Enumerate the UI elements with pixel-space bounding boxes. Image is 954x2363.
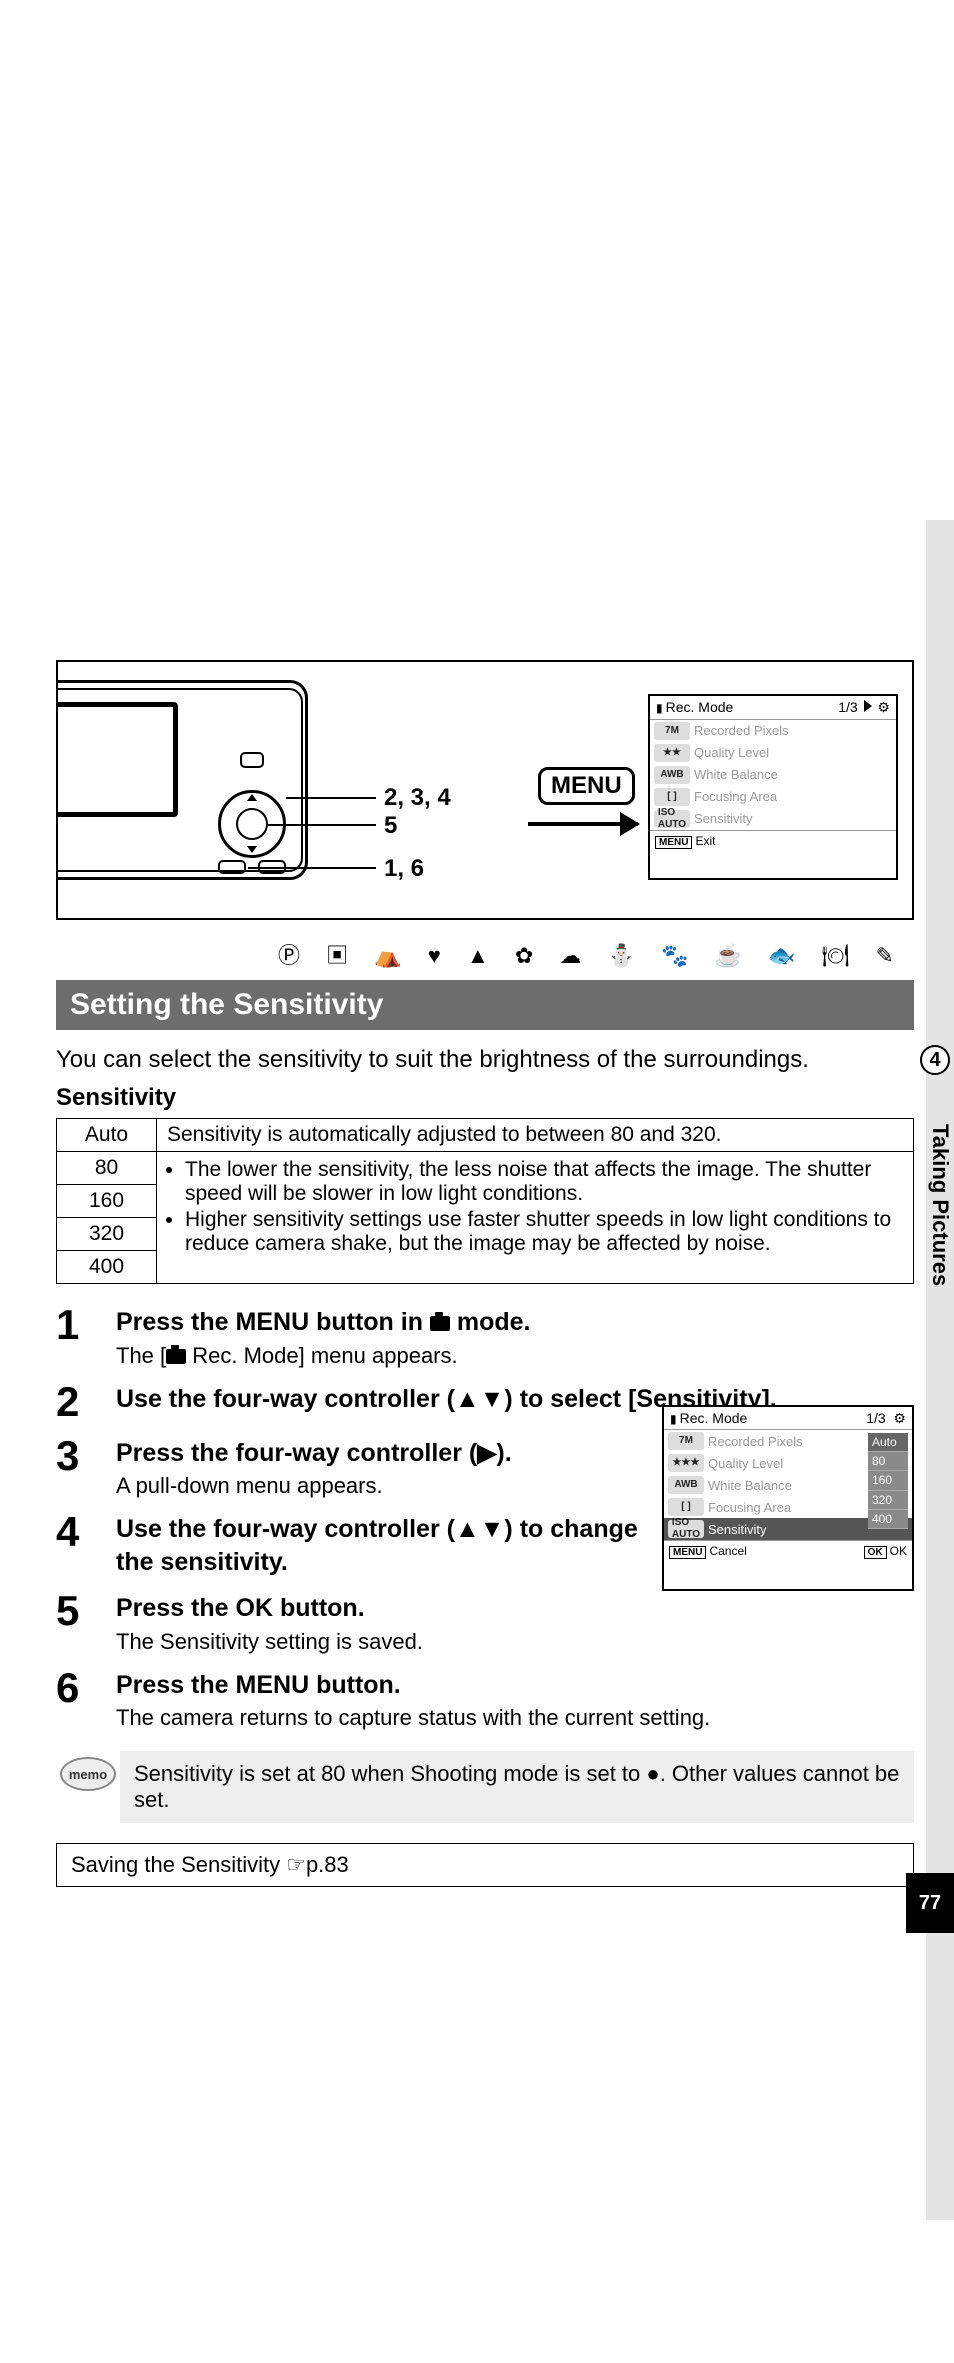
step-3: 3 Press the four-way controller (▶). A p… — [56, 1435, 650, 1500]
step-number: 4 — [56, 1511, 116, 1578]
lcd-footer-btn: MENU — [655, 836, 692, 849]
chapter-side-tab: Taking Pictures — [926, 1085, 954, 1325]
lcd-footer: MENUExit — [650, 830, 896, 852]
lcd-footer-label: OK — [890, 1544, 907, 1558]
lcd-page: 1/3 — [838, 699, 857, 715]
lcd-menu-row: ★★Quality Level — [650, 742, 896, 764]
callout-b: 5 — [384, 812, 397, 840]
step-subtext: The [ Rec. Mode] menu appears. — [116, 1343, 914, 1369]
mode-icons-row: Ⓟ ▣ ⛺ ♥ ▲ ✿ ☁ ⛄ 🐾 ☕ 🐟 🍽 ✎ — [56, 938, 914, 970]
dropdown-option: 400 — [868, 1510, 908, 1529]
step-title: Press the MENU button in mode. — [116, 1306, 914, 1339]
sensitivity-dropdown: Auto80160320400 — [868, 1433, 908, 1530]
steps-list: 1 Press the MENU button in mode. The [ R… — [56, 1304, 914, 1731]
lcd-preview-2: ▮Rec. Mode 1/3 ⚙ 7MRecorded Pixels★★★Qua… — [662, 1405, 914, 1591]
arrow-icon — [528, 822, 638, 826]
dropdown-option: 320 — [868, 1491, 908, 1510]
dropdown-option: 80 — [868, 1452, 908, 1471]
lcd-footer-label: Cancel — [709, 1544, 746, 1558]
sensitivity-table: Auto Sensitivity is automatically adjust… — [56, 1118, 914, 1284]
lcd-page: 1/3 — [866, 1410, 885, 1426]
lcd-header: ▮Rec. Mode 1/3 ⚙ — [650, 696, 896, 720]
lcd-footer-btn: OK — [864, 1546, 887, 1559]
chapter-label: Taking Pictures — [927, 1124, 953, 1286]
callout-line — [248, 867, 376, 869]
memo-icon: memo — [56, 1751, 120, 1823]
step-title: Press the MENU button. — [116, 1669, 914, 1702]
step-subtext: The Sensitivity setting is saved. — [116, 1629, 650, 1655]
step-5: 5 Press the OK button. The Sensitivity s… — [56, 1590, 650, 1655]
step-subtext: A pull-down menu appears. — [116, 1473, 650, 1499]
menu-button-label: MENU — [538, 767, 635, 805]
callout-c: 1, 6 — [384, 855, 424, 883]
lcd-title: Rec. Mode — [666, 699, 734, 715]
camera-illustration — [58, 680, 318, 890]
step-title: Press the OK button. — [116, 1592, 650, 1625]
side-strip — [926, 520, 954, 2220]
table-cell: 320 — [57, 1218, 157, 1251]
sub-heading: Sensitivity — [56, 1084, 914, 1112]
lcd-footer-label: Exit — [695, 834, 715, 848]
callout-line — [286, 797, 376, 799]
lcd-menu-row: [ ]Focusing Area — [650, 786, 896, 808]
intro-text: You can select the sensitivity to suit t… — [56, 1046, 914, 1074]
step-number: 2 — [56, 1381, 116, 1423]
callout-a: 2, 3, 4 — [384, 784, 451, 812]
step-title: Press the four-way controller (▶). — [116, 1437, 650, 1470]
lcd-title: Rec. Mode — [680, 1410, 748, 1426]
lcd-menu-row: ISOAUTOSensitivity — [650, 808, 896, 830]
memo-badge: memo — [60, 1757, 116, 1791]
dropdown-option: 160 — [868, 1471, 908, 1490]
section-heading: Setting the Sensitivity — [56, 980, 914, 1030]
step-title: Use the four-way controller (▲▼) to chan… — [116, 1513, 650, 1578]
step-4: 4 Use the four-way controller (▲▼) to ch… — [56, 1511, 650, 1578]
table-cell-auto: Auto — [57, 1119, 157, 1152]
step-subtext: The camera returns to capture status wit… — [116, 1705, 914, 1731]
step-number: 5 — [56, 1590, 116, 1655]
table-bullet: The lower the sensitivity, the less nois… — [185, 1158, 903, 1206]
step-number: 6 — [56, 1667, 116, 1732]
lcd-menu-row: 7MRecorded Pixels — [650, 720, 896, 742]
table-cell: 400 — [57, 1251, 157, 1284]
memo-row: memo Sensitivity is set at 80 when Shoot… — [56, 1751, 914, 1823]
reference-box: Saving the Sensitivity ☞p.83 — [56, 1843, 914, 1887]
step-number: 1 — [56, 1304, 116, 1369]
table-cell: 160 — [57, 1185, 157, 1218]
memo-text: Sensitivity is set at 80 when Shooting m… — [120, 1751, 914, 1823]
lcd-footer: MENUCancel OKOK — [664, 1540, 912, 1562]
page: 4 Taking Pictures 77 2, 3, 4 5 1, 6 MENU — [0, 0, 954, 2363]
table-cell: 80 — [57, 1152, 157, 1185]
camera-icon — [166, 1349, 186, 1364]
lcd-preview-1: ▮Rec. Mode 1/3 ⚙ 7MRecorded Pixels★★Qual… — [648, 694, 898, 880]
page-number: 77 — [906, 1873, 954, 1933]
table-cell-auto-desc: Sensitivity is automatically adjusted to… — [157, 1119, 914, 1152]
chapter-number-badge: 4 — [920, 1045, 950, 1075]
camera-icon — [430, 1316, 450, 1331]
table-cell-desc: The lower the sensitivity, the less nois… — [157, 1152, 914, 1284]
lcd-menu-row: AWBWhite Balance — [650, 764, 896, 786]
step-1: 1 Press the MENU button in mode. The [ R… — [56, 1304, 914, 1369]
step-6: 6 Press the MENU button. The camera retu… — [56, 1667, 914, 1732]
diagram-frame: 2, 3, 4 5 1, 6 MENU ▮Rec. Mode 1/3 ⚙ 7MR… — [56, 660, 914, 920]
lcd-preview-2-holder: ▮Rec. Mode 1/3 ⚙ 7MRecorded Pixels★★★Qua… — [662, 1405, 914, 1591]
dropdown-option: Auto — [868, 1433, 908, 1452]
callout-line — [268, 824, 376, 826]
table-bullet: Higher sensitivity settings use faster s… — [185, 1208, 903, 1256]
step-number: 3 — [56, 1435, 116, 1500]
lcd-header: ▮Rec. Mode 1/3 ⚙ — [664, 1407, 912, 1431]
lcd-footer-btn: MENU — [669, 1546, 706, 1559]
